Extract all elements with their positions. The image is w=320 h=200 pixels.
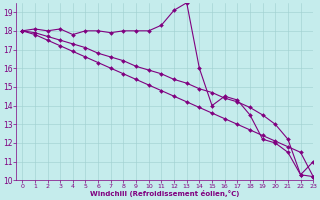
X-axis label: Windchill (Refroidissement éolien,°C): Windchill (Refroidissement éolien,°C) (90, 190, 239, 197)
